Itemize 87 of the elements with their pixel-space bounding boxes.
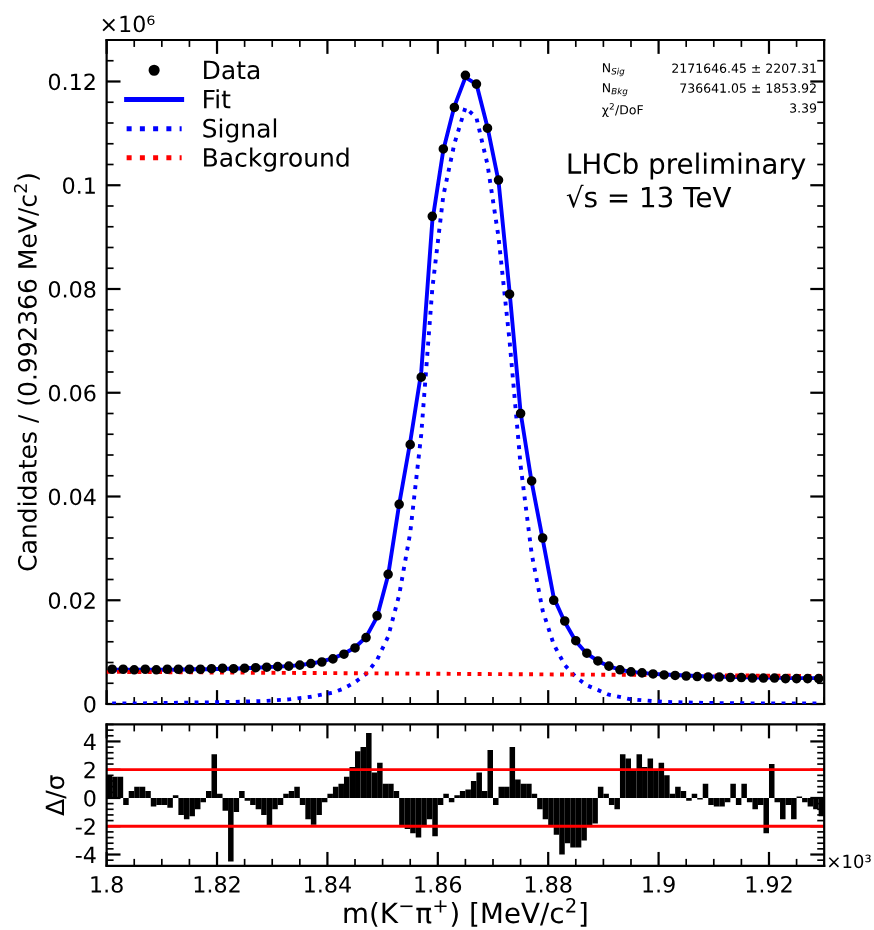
bar <box>366 732 372 798</box>
bar <box>625 758 631 798</box>
bar <box>780 797 786 820</box>
y-axis-title: Δ/σ <box>45 775 67 816</box>
y-tick-label: 4 <box>83 733 96 750</box>
y-tick-label: 0.06 <box>48 384 96 402</box>
bar <box>493 797 499 806</box>
y-tick-label: 0 <box>84 695 96 713</box>
bar <box>239 790 245 798</box>
x-tick-label: 1.8 <box>91 875 123 893</box>
y-tick-label: 2 <box>84 761 95 779</box>
legend-label: Signal <box>203 118 277 143</box>
bar <box>487 749 493 798</box>
bar <box>399 797 405 827</box>
bar <box>608 797 615 806</box>
x-tick-label: 1.9 <box>643 875 675 893</box>
bar <box>183 797 190 820</box>
bar <box>548 797 554 827</box>
bar <box>200 797 206 803</box>
bar <box>189 797 195 817</box>
bar <box>410 797 416 834</box>
bar <box>465 789 471 798</box>
bar <box>128 790 135 798</box>
bar <box>592 797 598 824</box>
bar <box>470 781 477 798</box>
x-tick-label: 1.86 <box>415 875 462 893</box>
bar <box>708 797 714 806</box>
bar <box>719 797 725 807</box>
bar <box>305 797 311 820</box>
bar <box>156 797 162 806</box>
bar <box>167 797 173 808</box>
y-tick-label: -2 <box>75 818 95 835</box>
bar <box>730 783 736 798</box>
bar <box>145 790 151 798</box>
bar <box>675 786 681 798</box>
text: ×10⁶ <box>102 15 155 33</box>
bar <box>393 790 400 798</box>
y-tick-label: -4 <box>75 846 96 863</box>
bar <box>178 797 184 815</box>
bar <box>520 783 527 798</box>
bar <box>294 786 300 798</box>
bar <box>526 783 532 798</box>
y-axis-title: Candidates / (0.992366 MeV/c$^{2}$) <box>13 174 40 571</box>
bar <box>338 783 344 798</box>
bar <box>288 790 295 798</box>
bar <box>476 772 482 798</box>
bar <box>112 776 118 798</box>
bar <box>432 797 438 837</box>
x-tick-label: 1.82 <box>194 875 240 893</box>
x-axis-title: m(K$^{−}$π$^{+}$) [MeV/c$^{2}$] <box>344 897 587 927</box>
x-tick-label: 1.92 <box>746 875 792 893</box>
bar <box>570 797 576 848</box>
legend-label: Background <box>204 147 349 172</box>
bar <box>542 797 549 820</box>
bar <box>459 790 466 798</box>
bar <box>768 764 775 798</box>
bar <box>702 783 709 798</box>
bar <box>310 797 317 825</box>
bar <box>134 786 140 798</box>
y-tick-label: 0 <box>84 789 96 807</box>
bar <box>161 797 168 806</box>
bar <box>559 797 565 855</box>
bar <box>355 751 361 798</box>
bar <box>741 783 747 798</box>
y-tick-label: 0.1 <box>63 177 95 194</box>
bar <box>752 797 758 810</box>
bar <box>813 797 819 810</box>
bar <box>277 797 284 806</box>
bar <box>680 790 687 798</box>
y-tick-label: 0.02 <box>48 592 95 610</box>
bar <box>614 797 620 810</box>
legend-label: Data <box>204 60 260 80</box>
bar <box>791 797 797 820</box>
x-tick-label: 1.84 <box>305 875 351 893</box>
bar <box>388 783 394 798</box>
text: ×10³ <box>828 854 871 869</box>
annotation: √s = 13 TeV <box>566 184 732 208</box>
bar <box>581 797 587 841</box>
y-tick-label: 0.04 <box>48 488 96 506</box>
y-tick-label: 0.12 <box>48 73 95 91</box>
legend-label: Fit <box>204 89 231 109</box>
bar <box>250 797 256 806</box>
bar <box>763 797 769 834</box>
annotation: LHCb preliminary <box>568 152 806 180</box>
bar <box>735 797 742 806</box>
x-tick-label: 1.88 <box>525 875 572 893</box>
y-tick-label: 0.08 <box>48 280 96 298</box>
